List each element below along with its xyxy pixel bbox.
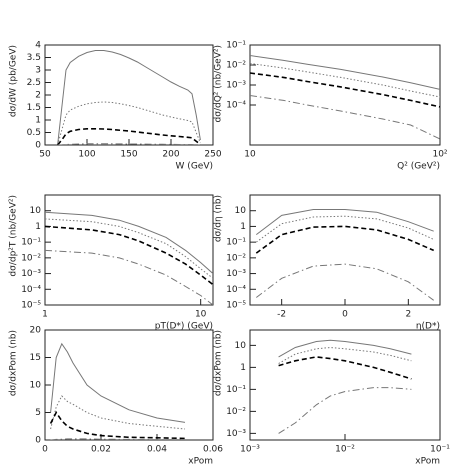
y-tick-label: 3 — [35, 66, 41, 76]
y-tick-label: 10 — [235, 206, 247, 216]
x-tick-label: 10⁻¹ — [430, 445, 450, 455]
y-tick-label: 20 — [30, 326, 42, 336]
curve — [256, 215, 434, 243]
y-tick-label: 10 — [30, 381, 42, 391]
y-tick-label: 10 — [235, 341, 247, 351]
y-axis-label: dσ/dQ² (nb/GeV²) — [214, 45, 224, 122]
curve — [255, 263, 434, 301]
y-tick-label: 10⁻² — [21, 253, 41, 263]
curve — [50, 342, 186, 423]
x-tick-label: 1 — [42, 310, 48, 320]
y-tick-label: 1 — [240, 363, 246, 373]
x-tick-label: 10⁻² — [335, 445, 355, 455]
curve — [250, 55, 440, 90]
y-tick-label: 10⁻³ — [226, 429, 246, 439]
curve — [250, 62, 440, 98]
curve — [278, 346, 412, 364]
curve — [250, 95, 440, 140]
y-tick-label: 10⁻⁴ — [226, 101, 246, 111]
y-axis-label: dσ/dxPom (nb) — [9, 330, 19, 396]
plot-frame — [44, 44, 214, 146]
x-axis-label: η(D*) — [416, 322, 440, 332]
plot-frame — [249, 44, 441, 146]
y-tick-label: 10⁻¹ — [226, 385, 246, 395]
x-tick-label: 10 — [195, 310, 207, 320]
curve — [278, 387, 412, 434]
x-tick-label: 0 — [42, 445, 48, 455]
curve — [49, 410, 186, 440]
y-tick-label: 10⁻⁴ — [21, 285, 41, 295]
curve — [45, 225, 213, 286]
x-tick-label: 200 — [162, 150, 179, 160]
x-tick-label: 10² — [432, 150, 447, 160]
y-tick-label: 10⁻¹ — [226, 238, 246, 248]
y-tick-label: 10⁻¹ — [226, 41, 246, 51]
curve — [50, 438, 186, 440]
plot-frame — [249, 329, 441, 441]
y-tick-label: 10⁻⁴ — [226, 285, 246, 295]
x-tick-label: 10⁻³ — [240, 445, 260, 455]
x-axis-label: xPom — [188, 457, 213, 467]
plot-frame — [249, 194, 441, 306]
y-tick-label: 1.5 — [27, 103, 41, 113]
curve — [57, 50, 201, 145]
y-tick-label: 10⁻³ — [226, 269, 246, 279]
x-tick-label: 2 — [405, 310, 411, 320]
y-axis-label: dσ/dη (nb) — [214, 195, 224, 242]
y-tick-label: 10⁻¹ — [21, 238, 41, 248]
y-tick-label: 5 — [35, 408, 41, 418]
x-tick-label: 10 — [244, 150, 256, 160]
y-tick-label: 0 — [35, 436, 41, 446]
curve — [278, 356, 412, 380]
y-tick-label: 15 — [30, 353, 41, 363]
x-tick-label: 150 — [120, 150, 137, 160]
y-tick-label: 10⁻³ — [226, 81, 246, 91]
x-tick-label: 0.04 — [147, 445, 167, 455]
curve — [57, 143, 201, 145]
y-tick-label: 10⁻² — [226, 407, 246, 417]
y-tick-label: 2.5 — [27, 78, 41, 88]
curve — [255, 225, 435, 254]
y-axis-label: dσ/dW (pb/GeV) — [9, 45, 19, 117]
curve — [278, 339, 412, 358]
x-tick-label: -2 — [277, 310, 286, 320]
curve — [45, 211, 213, 274]
y-tick-label: 0 — [35, 141, 41, 151]
y-tick-label: 10 — [30, 206, 42, 216]
curve — [255, 209, 434, 235]
y-tick-label: 1 — [240, 222, 246, 232]
x-tick-label: 0.02 — [91, 445, 111, 455]
y-tick-label: 4 — [35, 41, 41, 51]
y-tick-label: 1 — [35, 116, 41, 126]
x-axis-label: Q² (GeV²) — [397, 162, 440, 172]
curve — [57, 101, 201, 145]
y-tick-label: 3.5 — [27, 53, 41, 63]
y-tick-label: 10⁻³ — [21, 269, 41, 279]
x-axis-label: W (GeV) — [176, 162, 213, 172]
y-tick-label: 0.5 — [27, 128, 41, 138]
x-axis-label: xPom — [415, 457, 440, 467]
y-tick-label: 2 — [35, 91, 41, 101]
y-tick-label: 10⁻⁵ — [226, 301, 246, 311]
curve — [45, 218, 213, 279]
x-tick-label: 250 — [204, 150, 221, 160]
x-tick-label: 50 — [39, 150, 51, 160]
y-tick-label: 10⁻² — [226, 253, 246, 263]
y-tick-label: 1 — [35, 222, 41, 232]
y-axis-label: dσ/dxPom (nb) — [214, 330, 224, 396]
curve — [250, 72, 440, 108]
x-tick-label: 0 — [342, 310, 348, 320]
y-tick-label: 10⁻² — [226, 61, 246, 71]
y-axis-label: dσ/dp²T (nb/GeV²) — [9, 195, 19, 277]
plot-frame — [44, 194, 214, 306]
curve — [50, 395, 186, 430]
x-tick-label: 0.06 — [203, 445, 223, 455]
y-tick-label: 10⁻⁵ — [21, 301, 41, 311]
x-tick-label: 100 — [78, 150, 95, 160]
x-axis-label: pT(D*) (GeV) — [155, 322, 213, 332]
curve — [45, 249, 213, 305]
